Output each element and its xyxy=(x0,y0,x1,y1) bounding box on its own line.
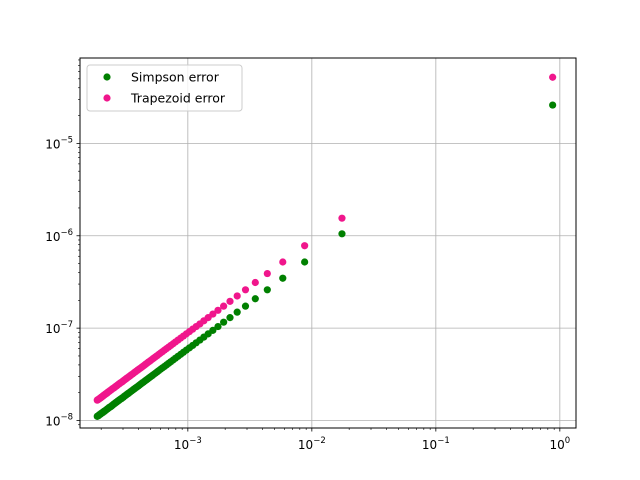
data-point xyxy=(233,292,241,300)
grid-lines xyxy=(80,58,576,428)
x-tick-base: 10 xyxy=(422,438,437,452)
y-tick-base: 10 xyxy=(45,415,60,429)
y-tick-base: 10 xyxy=(45,137,60,151)
data-point xyxy=(263,286,271,294)
x-tick-label: 10−3 xyxy=(174,436,202,452)
data-point xyxy=(233,308,241,316)
data-point xyxy=(241,302,250,310)
data-point xyxy=(226,297,234,305)
data-point xyxy=(93,396,101,404)
data-point xyxy=(301,258,309,266)
y-tick-exponent: −7 xyxy=(60,320,73,330)
x-tick-base: 10 xyxy=(174,438,189,452)
data-point xyxy=(338,230,346,238)
legend-marker xyxy=(103,94,111,102)
data-point xyxy=(251,278,259,287)
data-point xyxy=(338,214,346,222)
plot-frame xyxy=(79,57,577,429)
legend: Simpson error Trapezoid error xyxy=(86,64,243,112)
data-point xyxy=(214,306,222,314)
data-point xyxy=(241,286,250,294)
y-tick-label: 10−7 xyxy=(45,320,73,336)
y-tick-label: 10−5 xyxy=(45,135,73,151)
x-tick-exponent: −2 xyxy=(313,436,326,446)
x-tick-base: 10 xyxy=(549,438,564,452)
data-point xyxy=(279,274,287,282)
x-tick-label: 100 xyxy=(549,436,570,452)
series-trapezoid xyxy=(93,73,557,404)
y-tick-exponent: −5 xyxy=(60,135,73,145)
x-tick-exponent: 0 xyxy=(565,436,570,446)
y-tick-label: 10−8 xyxy=(45,413,73,429)
y-tick-exponent: −6 xyxy=(60,228,73,238)
data-point xyxy=(220,302,228,310)
legend-box xyxy=(86,64,243,112)
x-tick-label: 10−2 xyxy=(298,436,326,452)
data-point xyxy=(263,269,271,278)
data-point xyxy=(549,101,557,109)
data-point xyxy=(279,258,287,266)
data-point xyxy=(549,73,557,81)
x-tick-label: 10−1 xyxy=(422,436,450,452)
x-tick-exponent: −1 xyxy=(437,436,450,446)
y-tick-base: 10 xyxy=(45,230,60,244)
legend-label: Simpson error xyxy=(131,70,220,85)
series-simpson xyxy=(93,101,557,420)
data-point xyxy=(251,295,259,303)
y-tick-exponent: −8 xyxy=(60,413,73,423)
legend-marker xyxy=(103,73,111,81)
legend-label: Trapezoid error xyxy=(130,91,226,106)
data-point xyxy=(93,412,101,420)
y-tick-label: 10−6 xyxy=(45,228,73,244)
data-point xyxy=(301,242,309,250)
data-point xyxy=(226,314,234,322)
y-tick-base: 10 xyxy=(45,322,60,336)
x-tick-base: 10 xyxy=(298,438,313,452)
x-tick-exponent: −3 xyxy=(189,436,202,446)
data-point xyxy=(220,318,228,326)
data-points xyxy=(93,73,557,420)
data-point xyxy=(214,322,222,331)
